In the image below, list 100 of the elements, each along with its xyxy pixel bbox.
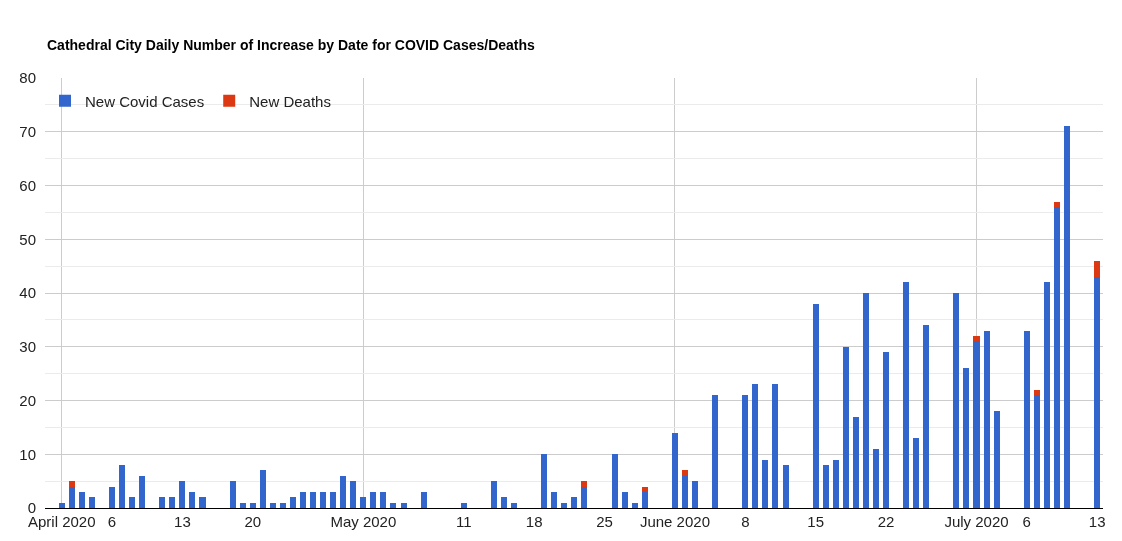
bar bbox=[1044, 282, 1050, 508]
bar bbox=[380, 492, 386, 508]
y-tick-label: 50 bbox=[19, 230, 36, 248]
bar bbox=[973, 341, 980, 508]
bar bbox=[632, 503, 638, 508]
bar bbox=[672, 433, 678, 508]
x-tick-label: 20 bbox=[244, 513, 262, 530]
bar bbox=[270, 503, 276, 508]
bar bbox=[1054, 202, 1060, 207]
bar bbox=[953, 293, 959, 508]
bar bbox=[973, 336, 980, 341]
bar bbox=[109, 487, 115, 508]
y-tick-label: 20 bbox=[19, 391, 36, 409]
bar bbox=[310, 492, 316, 508]
bar bbox=[913, 438, 919, 508]
bar bbox=[1034, 395, 1040, 508]
y-tick-label: 40 bbox=[19, 284, 36, 302]
bar bbox=[551, 492, 557, 508]
bar bbox=[139, 476, 145, 508]
x-tick-label: 6 bbox=[107, 513, 117, 530]
chart-title: Cathedral City Daily Number of Increase by Date for COVID Cases/Deaths bbox=[47, 36, 536, 53]
bar bbox=[571, 497, 577, 508]
bar bbox=[984, 331, 990, 508]
bar bbox=[813, 304, 819, 508]
bar bbox=[1034, 390, 1040, 395]
x-tick-label: July 2020 bbox=[944, 513, 1009, 530]
bar bbox=[682, 470, 688, 476]
bar bbox=[622, 492, 628, 508]
bar bbox=[833, 460, 839, 508]
y-tick-label: 80 bbox=[19, 69, 36, 87]
bar bbox=[370, 492, 376, 508]
bar bbox=[742, 395, 748, 508]
bar bbox=[1064, 126, 1070, 508]
bar bbox=[320, 492, 326, 508]
bar bbox=[712, 395, 718, 508]
bar bbox=[401, 503, 407, 508]
bar bbox=[79, 492, 85, 508]
bar bbox=[189, 492, 195, 508]
bar bbox=[169, 497, 175, 508]
bar bbox=[581, 487, 587, 508]
bar bbox=[199, 497, 206, 508]
bar bbox=[390, 503, 396, 508]
bar bbox=[762, 460, 768, 508]
bar bbox=[1054, 207, 1060, 508]
x-tick-label: 11 bbox=[456, 513, 472, 530]
bar bbox=[772, 384, 778, 508]
bar bbox=[69, 487, 75, 508]
bar bbox=[612, 454, 618, 508]
x-tick-label: 25 bbox=[596, 513, 613, 530]
bar bbox=[783, 465, 789, 508]
bar bbox=[853, 417, 859, 508]
y-tick-label: 70 bbox=[19, 123, 36, 140]
bar bbox=[752, 384, 758, 508]
bar bbox=[159, 497, 165, 508]
bar bbox=[250, 503, 256, 508]
bar bbox=[581, 481, 587, 487]
x-tick-label: 13 bbox=[1088, 513, 1106, 530]
bar bbox=[340, 476, 346, 508]
bar bbox=[963, 368, 969, 508]
bar bbox=[994, 411, 1000, 508]
bar bbox=[883, 352, 889, 508]
bar bbox=[541, 454, 547, 508]
bar bbox=[290, 497, 296, 508]
x-tick-label: May 2020 bbox=[330, 513, 397, 530]
legend-label: New Deaths bbox=[249, 92, 331, 110]
x-tick-label: 22 bbox=[877, 513, 895, 530]
bar bbox=[692, 481, 698, 508]
x-tick-label: June 2020 bbox=[639, 513, 710, 530]
bar bbox=[461, 503, 467, 508]
bar bbox=[129, 497, 135, 508]
bar bbox=[823, 465, 829, 508]
y-tick-label: 30 bbox=[19, 338, 36, 355]
bar bbox=[561, 503, 567, 508]
y-tick-label: 10 bbox=[19, 445, 36, 463]
bar bbox=[260, 470, 266, 508]
bar bbox=[360, 497, 366, 508]
bar bbox=[843, 347, 849, 508]
bar bbox=[873, 449, 879, 508]
bar bbox=[1094, 277, 1100, 508]
bar bbox=[501, 497, 507, 508]
bar bbox=[280, 503, 286, 508]
legend-label: New Covid Cases bbox=[85, 92, 205, 110]
bar bbox=[421, 492, 427, 508]
bar bbox=[59, 503, 65, 508]
bar bbox=[1024, 331, 1030, 508]
x-tick-label: 8 bbox=[741, 513, 750, 530]
bar bbox=[491, 481, 497, 508]
x-tick-label: 15 bbox=[807, 513, 825, 530]
x-tick-label: 6 bbox=[1022, 513, 1031, 530]
bar bbox=[682, 476, 688, 508]
bar bbox=[69, 481, 75, 487]
bar bbox=[240, 503, 246, 508]
bar bbox=[642, 492, 648, 508]
bar bbox=[350, 481, 356, 508]
x-tick-label: 18 bbox=[525, 513, 543, 530]
bar bbox=[923, 325, 929, 508]
bar bbox=[330, 492, 336, 508]
bar bbox=[903, 282, 909, 508]
bar bbox=[642, 487, 648, 492]
x-tick-label: 13 bbox=[174, 513, 191, 530]
